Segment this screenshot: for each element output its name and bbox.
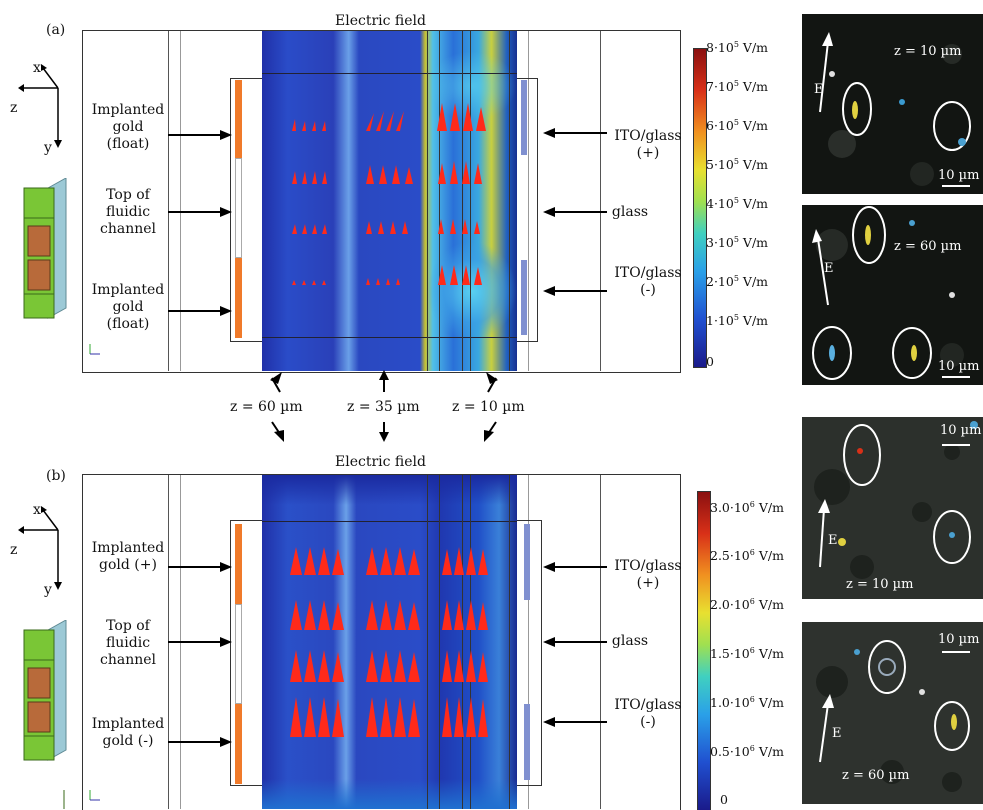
axis-z-label-a: z: [10, 100, 18, 116]
label-glass-b: glass: [611, 633, 649, 649]
gold-electrode-plus-b: [235, 524, 242, 604]
scale-label-b1: 10 µm: [940, 423, 982, 438]
z-label-35: z = 35 µm: [347, 399, 420, 415]
z-label-10: z = 10 µm: [452, 399, 525, 415]
axis-triad-a: [18, 64, 62, 148]
colorbar-ticks-a: 8·105 V/m 7·105 V/m 6·105 V/m 5·105 V/m …: [706, 40, 769, 370]
panel-b-tag: (b): [46, 468, 66, 484]
colorbar-ticks-b: 3.0·106 V/m 2.5·106 V/m 2.0·106 V/m 1.5·…: [710, 500, 784, 808]
device-3d-icon-b-tail: [63, 790, 65, 809]
label-implanted-gold-float-bottom-a: Implanted gold (float): [91, 282, 165, 332]
label-ito-glass-plus-b: ITO/glass (+): [614, 558, 682, 591]
right-arrows-a: [543, 128, 607, 296]
axis-x-label-b: x: [33, 502, 41, 518]
colorbar-b: [697, 491, 711, 810]
z-label-a1: z = 10 µm: [894, 44, 962, 59]
micrograph-b-z10: E z = 10 µm 10 µm: [802, 417, 983, 599]
micrograph-a-z60: E z = 60 µm 10 µm: [802, 205, 983, 385]
label-implanted-gold-minus-b: Implanted gold (-): [91, 716, 165, 749]
device-3d-icon-b: [23, 620, 67, 761]
gold-electrode-minus-b: [235, 704, 242, 784]
panel-b-title: Electric field: [335, 454, 426, 470]
e-field-label-b1: E: [828, 533, 838, 548]
label-implanted-gold-float-top-a: Implanted gold (float): [91, 102, 165, 152]
scale-label-b2: 10 µm: [938, 632, 980, 647]
scale-label-a1: 10 µm: [938, 168, 980, 183]
label-top-of-fluidic-channel-b: Top of fluidic channel: [100, 618, 156, 668]
z-label-b1: z = 10 µm: [846, 577, 914, 592]
label-ito-glass-plus-a: ITO/glass (+): [614, 128, 682, 161]
panel-a-tag: (a): [46, 22, 66, 38]
micrograph-a-z10: E z = 10 µm 10 µm: [802, 14, 983, 194]
mini-axes-icon-b: [89, 790, 100, 801]
z-label-b2: z = 60 µm: [842, 768, 910, 783]
right-arrows-b: [543, 562, 607, 727]
ito-electrode-bottom-a: [521, 260, 527, 335]
gold-electrode-top-a: [235, 80, 242, 158]
e-field-label-b2: E: [832, 726, 842, 741]
field-map-a: [262, 31, 517, 371]
ito-electrode-bottom-b: [524, 704, 530, 780]
left-arrows-b: [168, 562, 232, 747]
mini-axes-icon-a: [89, 344, 100, 355]
ito-electrode-top-a: [521, 80, 527, 155]
axis-z-label-b: z: [10, 542, 18, 558]
field-vectors-a: [292, 103, 486, 285]
axis-y-label-b: y: [44, 582, 52, 598]
device-3d-icon-a: [23, 178, 67, 319]
e-field-label-a2: E: [824, 261, 834, 276]
label-implanted-gold-plus-b: Implanted gold (+): [91, 540, 165, 573]
field-vectors-b: [290, 547, 488, 737]
ito-electrode-top-b: [524, 524, 530, 600]
panel-a-title: Electric field: [335, 13, 426, 29]
label-ito-glass-minus-a: ITO/glass (-): [614, 265, 682, 298]
field-map-b: [262, 475, 517, 809]
axis-triad-b: [18, 506, 62, 590]
left-arrows-a: [168, 130, 232, 316]
label-top-of-fluidic-channel-a: Top of fluidic channel: [100, 187, 156, 237]
label-glass-a: glass: [611, 204, 649, 220]
z-label-a2: z = 60 µm: [894, 239, 962, 254]
z-position-arrows: [270, 370, 498, 442]
z-label-60: z = 60 µm: [230, 399, 303, 415]
micrograph-b-z60: E z = 60 µm 10 µm: [802, 622, 983, 804]
colorbar-a: [693, 48, 707, 368]
label-ito-glass-minus-b: ITO/glass (-): [614, 697, 682, 730]
axis-y-label-a: y: [44, 140, 52, 156]
e-field-label-a1: E: [814, 82, 824, 97]
scale-label-a2: 10 µm: [938, 359, 980, 374]
gold-electrode-bottom-a: [235, 258, 242, 338]
axis-x-label-a: x: [33, 60, 41, 76]
